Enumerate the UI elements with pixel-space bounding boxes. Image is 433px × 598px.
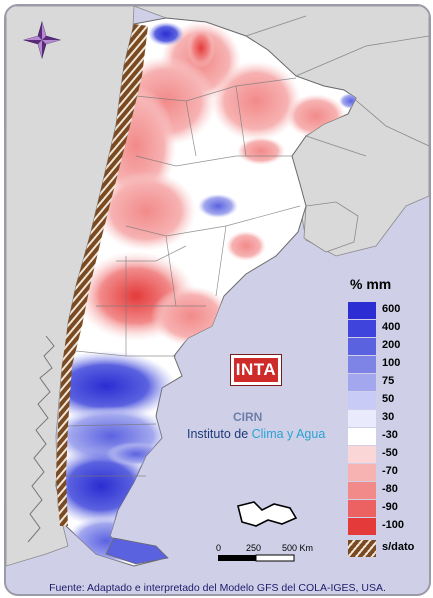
border-lines: [245, 15, 429, 157]
legend-label: 200: [382, 339, 401, 351]
legend-item: 200: [348, 338, 426, 355]
province-boundaries: [61, 77, 301, 477]
legend-swatch: [348, 482, 376, 499]
institute-label: Instituto de Clima y Agua: [187, 427, 325, 441]
legend-label: -50: [382, 447, 398, 459]
scale-label-start: 0: [216, 543, 222, 553]
legend-item: -70: [348, 464, 426, 481]
legend-swatch: [348, 518, 376, 535]
legend-swatch: [348, 374, 376, 391]
legend-item: -100: [348, 518, 426, 535]
legend-label: 100: [382, 357, 401, 369]
legend-item: -30: [348, 428, 426, 445]
legend-label: 30: [382, 411, 395, 423]
legend-item: 50: [348, 392, 426, 409]
legend-swatch: [348, 410, 376, 427]
legend-swatch-nodata: [348, 540, 376, 557]
legend-swatch: [348, 320, 376, 337]
legend-swatch: [348, 356, 376, 373]
legend-item: -90: [348, 500, 426, 517]
cirn-label: CIRN: [233, 410, 263, 424]
legend-label: -100: [382, 519, 405, 531]
uruguay-landmass: [303, 201, 359, 253]
legend-title: % mm: [350, 276, 392, 292]
legend-swatch: [348, 500, 376, 517]
legend-swatch: [348, 464, 376, 481]
legend-swatch: [348, 392, 376, 409]
no-data-andes-strip: [56, 24, 148, 526]
legend-swatch: [348, 428, 376, 445]
inta-logo-box: INTA: [230, 354, 282, 386]
legend-item: 30: [348, 410, 426, 427]
legend-item: 400: [348, 320, 426, 337]
institute-prefix: Instituto de: [187, 427, 252, 441]
inta-logo: INTA: [230, 354, 282, 400]
tierra-del-fuego: [105, 537, 169, 565]
scale-bar: [218, 554, 295, 562]
falkland-islands: [237, 501, 298, 527]
legend-swatch: [348, 338, 376, 355]
legend-item: 75: [348, 374, 426, 391]
map-frame: 0 250 500 Km INTA CIRN Instituto de Clim…: [4, 4, 431, 596]
source-footer: Fuente: Adaptado e interpretado del Mode…: [49, 582, 386, 594]
legend-label: 600: [382, 303, 401, 315]
chile-coast-islands: [27, 335, 55, 543]
institute-highlight: Clima y Agua: [251, 427, 326, 441]
legend-label: s/dato: [382, 541, 415, 553]
legend-label: -70: [382, 465, 398, 477]
legend-label: 50: [382, 393, 395, 405]
legend-swatch: [348, 446, 376, 463]
legend-label: 400: [382, 321, 401, 333]
scale-label-mid: 250: [246, 543, 262, 553]
legend-item: -50: [348, 446, 426, 463]
legend-item: -80: [348, 482, 426, 499]
legend-label: -90: [382, 501, 398, 513]
precipitation-anomaly-map: [6, 6, 429, 567]
legend-label: -80: [382, 483, 398, 495]
legend-item: 600: [348, 302, 426, 319]
legend-item: 100: [348, 356, 426, 373]
legend-swatch: [348, 302, 376, 319]
scale-label-end: 500 Km: [282, 543, 314, 553]
legend-label: -30: [382, 429, 398, 441]
legend-item-nodata: s/dato: [348, 540, 426, 557]
legend-label: 75: [382, 375, 395, 387]
compass-rose-icon: [22, 20, 62, 60]
inta-logo-text: INTA: [234, 358, 278, 382]
